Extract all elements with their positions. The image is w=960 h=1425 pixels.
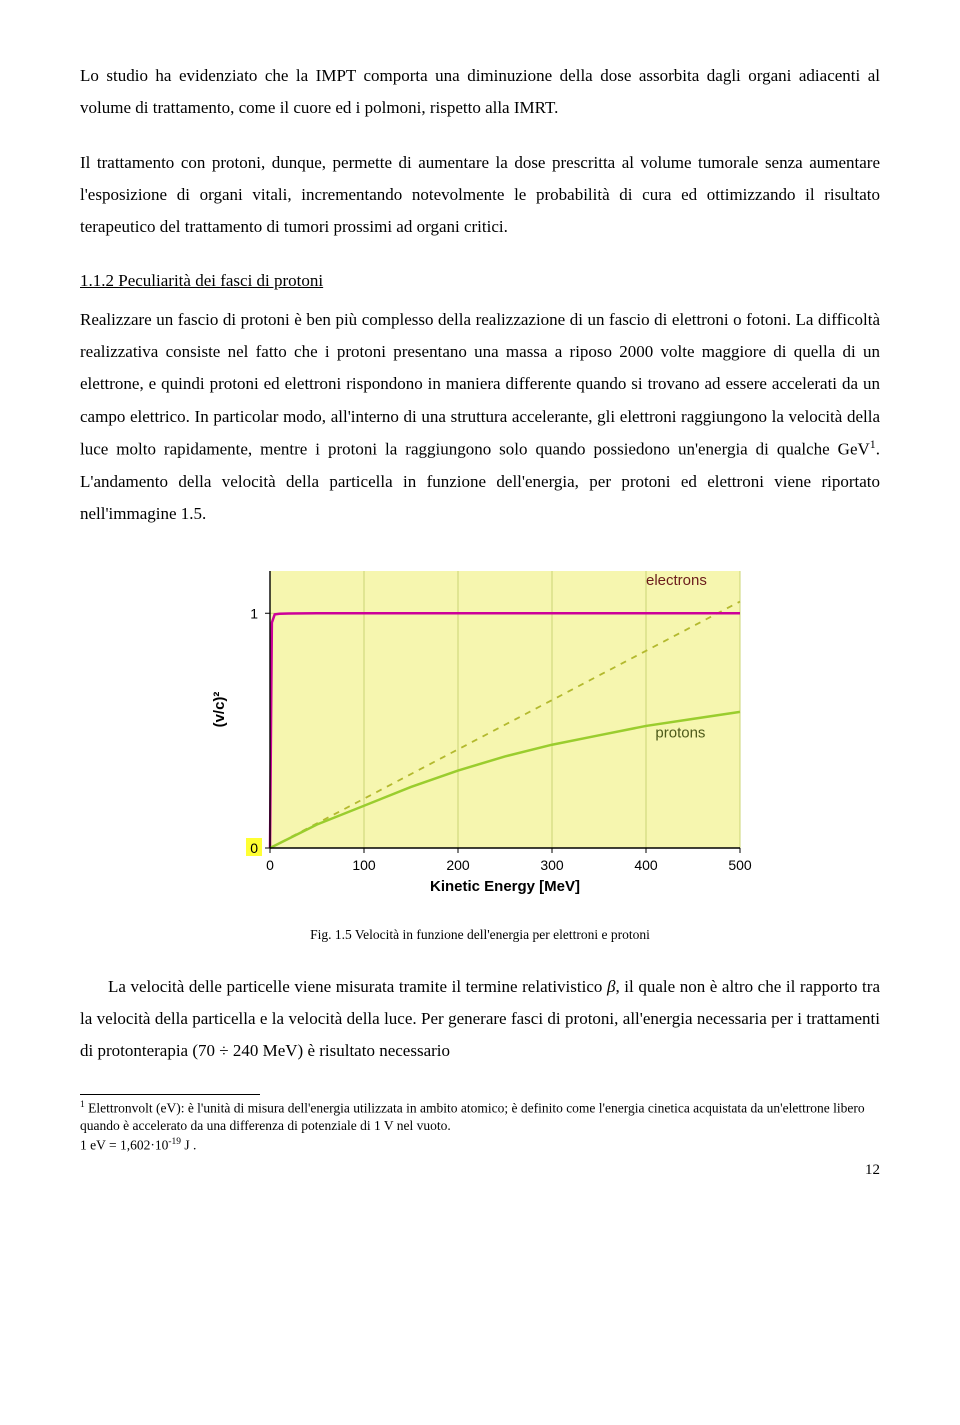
section-heading: 1.1.2 Peculiarità dei fasci di protoni: [80, 265, 880, 297]
svg-text:400: 400: [634, 857, 658, 873]
svg-text:1: 1: [250, 605, 258, 621]
footnote: 1 Elettronvolt (eV): è l'unità di misura…: [80, 1099, 880, 1155]
svg-text:electrons: electrons: [646, 572, 707, 589]
figure-velocity-energy: 0 100 200 300 400 500 0 1 (v/c)² Kinetic Energy […: [80, 553, 880, 945]
svg-text:300: 300: [540, 857, 564, 873]
svg-text:protons: protons: [655, 724, 705, 741]
paragraph-intro-1: Lo studio ha evidenziato che la IMPT com…: [80, 60, 880, 125]
svg-text:Kinetic Energy [MeV]: Kinetic Energy [MeV]: [430, 878, 580, 895]
paragraph-body-1: Realizzare un fascio di protoni è ben pi…: [80, 304, 880, 531]
svg-text:0: 0: [266, 857, 274, 873]
footnote-text-a: Elettronvolt (eV): è l'unità di misura d…: [80, 1100, 865, 1133]
figure-caption: Fig. 1.5 Velocità in funzione dell'energ…: [310, 926, 650, 945]
svg-text:500: 500: [728, 857, 752, 873]
footnote-rule: [80, 1094, 260, 1095]
paragraph-body-2: La velocità delle particelle viene misur…: [80, 971, 880, 1068]
svg-text:100: 100: [352, 857, 376, 873]
footnote-text-b: 1 eV = 1,602·10: [80, 1137, 168, 1152]
svg-text:200: 200: [446, 857, 470, 873]
svg-text:(v/c)²: (v/c)²: [211, 691, 228, 727]
figure-svg-container: 0 100 200 300 400 500 0 1 (v/c)² Kinetic Energy […: [200, 553, 760, 914]
velocity-energy-chart: 0 100 200 300 400 500 0 1 (v/c)² Kinetic Energy […: [200, 553, 760, 903]
paragraph-body-2a: La velocità delle particelle viene misur…: [108, 977, 607, 996]
svg-text:0: 0: [250, 840, 258, 856]
footnote-text-c: J .: [181, 1137, 196, 1152]
page-number: 12: [80, 1156, 880, 1185]
paragraph-intro-2: Il trattamento con protoni, dunque, perm…: [80, 147, 880, 244]
footnote-exp: -19: [168, 1137, 181, 1147]
paragraph-body-1a: Realizzare un fascio di protoni è ben pi…: [80, 310, 880, 459]
